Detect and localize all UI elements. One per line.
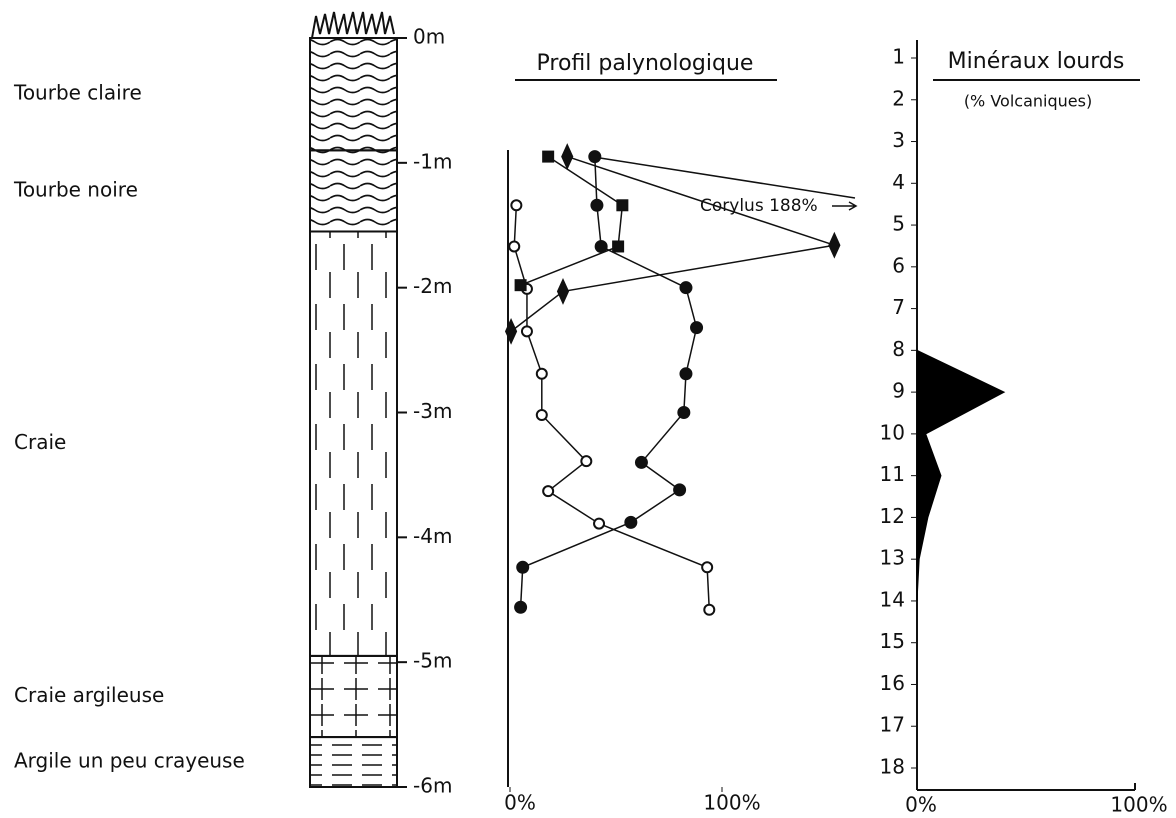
marker [510, 199, 523, 212]
y-tick-label: 5 [892, 212, 905, 236]
marker [508, 240, 521, 253]
marker [594, 239, 608, 253]
marker [624, 515, 638, 529]
plot: Tourbe claire Tourbe noire Craie Craie argi… [13, 25, 1168, 817]
y-tick-label: 10 [880, 420, 905, 444]
y-tick-label: 18 [880, 755, 905, 779]
marker [701, 561, 714, 574]
marker [535, 408, 548, 421]
layer [309, 149, 398, 233]
corylus-line [599, 157, 856, 199]
y-tick-label: 14 [880, 587, 905, 611]
subtitle: (% Volcaniques) [964, 92, 1092, 111]
x-tick-label: 100% [703, 791, 760, 815]
layer-label: Tourbe claire [13, 81, 142, 105]
y-tick-label: 2 [892, 86, 905, 110]
y-tick-label: 4 [892, 170, 905, 194]
marker [679, 281, 693, 295]
layer [309, 654, 398, 739]
y-tick-label: -1m [413, 149, 452, 173]
y-tick-label: 16 [880, 671, 905, 695]
marker [556, 277, 570, 305]
chart-title: Minéraux lourds [948, 49, 1125, 74]
y-tick-label: -4m [413, 524, 452, 548]
marker [535, 367, 548, 380]
chart-title: Profil palynologique [537, 51, 754, 76]
x-tick-label: 100% [1110, 793, 1167, 817]
y-tick-label: 1 [892, 45, 905, 69]
layer-label: Craie argileuse [14, 683, 164, 707]
y-tick-label: 9 [892, 379, 905, 403]
y-tick-label: 13 [880, 546, 905, 570]
y-tick-label: 15 [880, 629, 905, 653]
marker [520, 325, 533, 338]
marker [542, 150, 555, 163]
series-line [510, 155, 835, 332]
y-tick-label: -2m [413, 274, 452, 298]
grass-icon [311, 11, 395, 39]
marker [516, 560, 530, 574]
marker [703, 603, 716, 616]
marker [590, 198, 604, 212]
y-tick-label: -6m [413, 774, 452, 798]
marker [514, 279, 527, 292]
y-tick-label: 6 [892, 253, 905, 277]
layer [309, 736, 398, 788]
marker [514, 600, 528, 614]
marker [634, 455, 648, 469]
y-tick-label: 11 [880, 462, 905, 486]
layer-label: Tourbe noire [13, 177, 138, 201]
y-tick-label: 3 [892, 128, 905, 152]
y-tick-label: 0m [413, 25, 445, 49]
marker [690, 321, 704, 335]
marker [504, 317, 518, 345]
layer-label: Craie [14, 430, 66, 454]
x-tick-label: 0% [504, 791, 536, 815]
layer [309, 37, 398, 152]
y-tick-label: 12 [880, 504, 905, 528]
marker [677, 406, 691, 419]
y-tick-label: -5m [413, 649, 452, 673]
marker [612, 240, 625, 253]
layer [309, 230, 398, 657]
marker [580, 455, 593, 468]
area [916, 349, 1006, 601]
marker [828, 231, 841, 259]
y-tick-label: 17 [880, 713, 905, 737]
marker [679, 367, 693, 381]
marker [616, 199, 629, 212]
x-tick-label: 0% [905, 793, 937, 817]
marker [542, 485, 555, 498]
marker [561, 143, 574, 171]
y-tick-label: 7 [892, 295, 905, 319]
marker [673, 483, 687, 497]
y-tick-label: -3m [413, 399, 452, 423]
layer-label: Argile un peu crayeuse [14, 749, 245, 773]
series-line [520, 155, 624, 286]
marker [593, 517, 606, 530]
annotation-arrow [832, 201, 858, 211]
y-tick-label: 8 [892, 337, 905, 361]
marker [588, 150, 602, 164]
